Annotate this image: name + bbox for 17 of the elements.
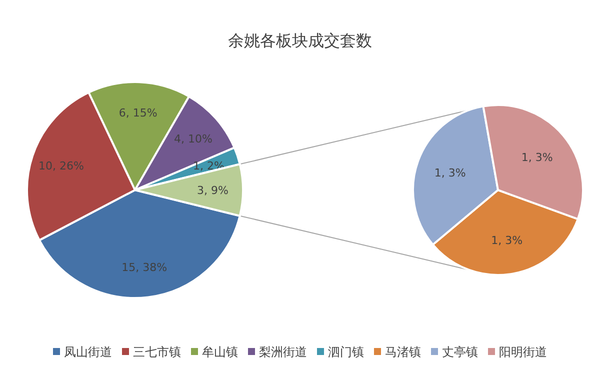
data-label: 3, 9% bbox=[197, 184, 228, 197]
data-label: 1, 3% bbox=[521, 151, 553, 164]
legend-label: 阳明街道 bbox=[499, 345, 547, 359]
data-label: 1, 3% bbox=[491, 234, 523, 248]
data-label: 6, 15% bbox=[118, 106, 158, 120]
chart-title: 余姚各板块成交套数 bbox=[228, 31, 372, 50]
legend-label: 梨洲街道 bbox=[259, 345, 307, 359]
legend-label: 凤山街道 bbox=[64, 345, 112, 359]
legend-label: 丈亭镇 bbox=[442, 345, 478, 359]
data-label: 4, 10% bbox=[174, 132, 212, 146]
data-label: 1, 3% bbox=[434, 166, 466, 180]
legend-label: 牟山镇 bbox=[202, 345, 238, 359]
legend-label: 马渚镇 bbox=[385, 345, 421, 359]
data-label: 15, 38% bbox=[122, 261, 168, 274]
legend-label: 三七市镇 bbox=[133, 345, 181, 359]
data-label: 10, 26% bbox=[38, 159, 84, 172]
legend-label: 泗门镇 bbox=[328, 345, 364, 359]
